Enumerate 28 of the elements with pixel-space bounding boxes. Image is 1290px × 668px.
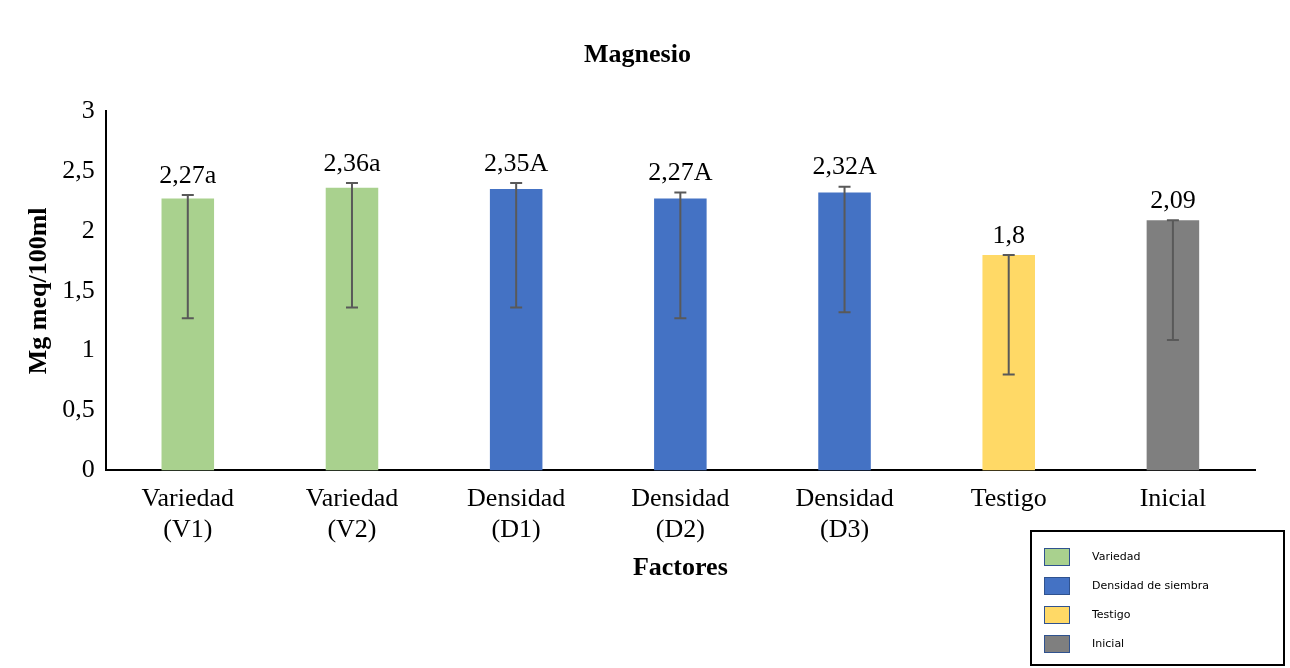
- x-tick-label: Densidad (D3): [795, 482, 894, 544]
- chart-title: Magnesio: [584, 39, 691, 69]
- legend-label: Inicial: [1092, 637, 1125, 650]
- data-label: 2,36a: [323, 147, 381, 177]
- x-tick-label: Variedad (V2): [305, 482, 399, 544]
- y-tick-label: 0,5: [62, 394, 95, 424]
- data-label: 1,8: [992, 219, 1025, 249]
- data-label: 2,32A: [812, 151, 877, 181]
- x-tick-label: Densidad (D2): [631, 482, 730, 544]
- x-tick-label: Densidad (D1): [467, 482, 566, 544]
- legend-label: Densidad de siembra: [1092, 579, 1209, 592]
- y-tick-label: 2,5: [62, 154, 95, 184]
- legend-label: Variedad: [1092, 550, 1141, 563]
- y-axis-title: Mg meq/100ml: [23, 207, 53, 375]
- data-label: 2,27a: [159, 159, 217, 189]
- legend-label: Testigo: [1092, 608, 1131, 621]
- y-tick-label: 1,5: [62, 274, 95, 304]
- data-label: 2,27A: [648, 157, 713, 187]
- y-tick-label: 2: [81, 214, 95, 244]
- data-label: 2,35A: [484, 147, 549, 177]
- y-tick-label: 1: [81, 334, 95, 364]
- x-tick-label: Variedad (V1): [141, 482, 234, 544]
- data-label: 2,09: [1150, 184, 1196, 214]
- x-tick-label: Inicial: [1139, 482, 1207, 512]
- y-tick-label: 0: [81, 454, 95, 484]
- x-tick-label: Testigo: [970, 482, 1047, 512]
- y-tick-label: 3: [81, 95, 95, 125]
- x-axis-title: Factores: [632, 552, 728, 582]
